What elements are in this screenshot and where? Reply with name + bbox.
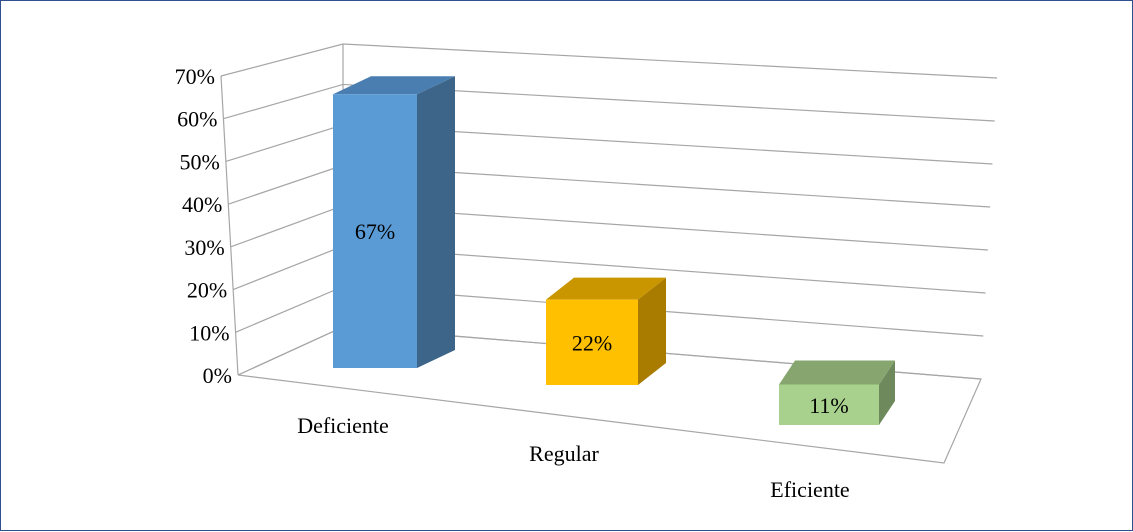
bar-top: [779, 360, 895, 385]
bar-top: [333, 76, 455, 95]
bar: [546, 277, 666, 385]
bar-front: [333, 94, 417, 368]
bar-front: [779, 384, 879, 425]
bars: 67% 22% 11%: [333, 76, 895, 425]
y-tick-label: 20%: [187, 278, 227, 303]
data-label: 11%: [809, 393, 849, 418]
data-label: 67%: [355, 219, 395, 244]
category-label: Deficiente: [297, 413, 389, 438]
y-tick-label: 60%: [177, 107, 217, 132]
y-tick-label: 70%: [175, 64, 215, 89]
gridline: [220, 43, 998, 79]
y-tick-label: 0%: [203, 363, 232, 388]
bar-front: [546, 299, 638, 385]
side-wall-front-edge: [220, 75, 239, 376]
bar-top: [546, 277, 666, 300]
bar-side: [417, 76, 455, 368]
bar-side: [638, 277, 666, 385]
bar: [779, 360, 895, 425]
category-labels: Deficiente Regular Eficiente: [297, 413, 850, 502]
y-tick-label: 50%: [180, 149, 220, 174]
bar-side: [879, 360, 895, 425]
data-label: 22%: [572, 330, 612, 355]
gridline: [223, 83, 995, 122]
y-tick-label: 10%: [189, 320, 229, 345]
category-label: Eficiente: [770, 477, 849, 502]
bar: [333, 76, 455, 368]
y-tick-label: 40%: [182, 192, 222, 217]
category-label: Regular: [529, 441, 599, 466]
y-axis-ticks: 0% 10% 20% 30% 40% 50% 60% 70%: [175, 64, 232, 388]
y-tick-label: 30%: [184, 235, 224, 260]
